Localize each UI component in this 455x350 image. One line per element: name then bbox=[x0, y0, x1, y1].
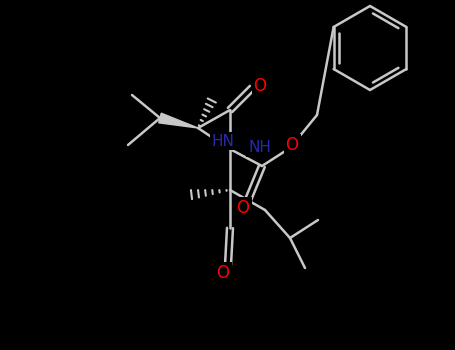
Text: NH: NH bbox=[248, 140, 271, 155]
Polygon shape bbox=[159, 113, 198, 128]
Text: O: O bbox=[253, 77, 267, 95]
Text: O: O bbox=[237, 199, 249, 217]
Text: O: O bbox=[285, 136, 298, 154]
Text: O: O bbox=[217, 264, 229, 282]
Text: HN: HN bbox=[212, 133, 234, 148]
